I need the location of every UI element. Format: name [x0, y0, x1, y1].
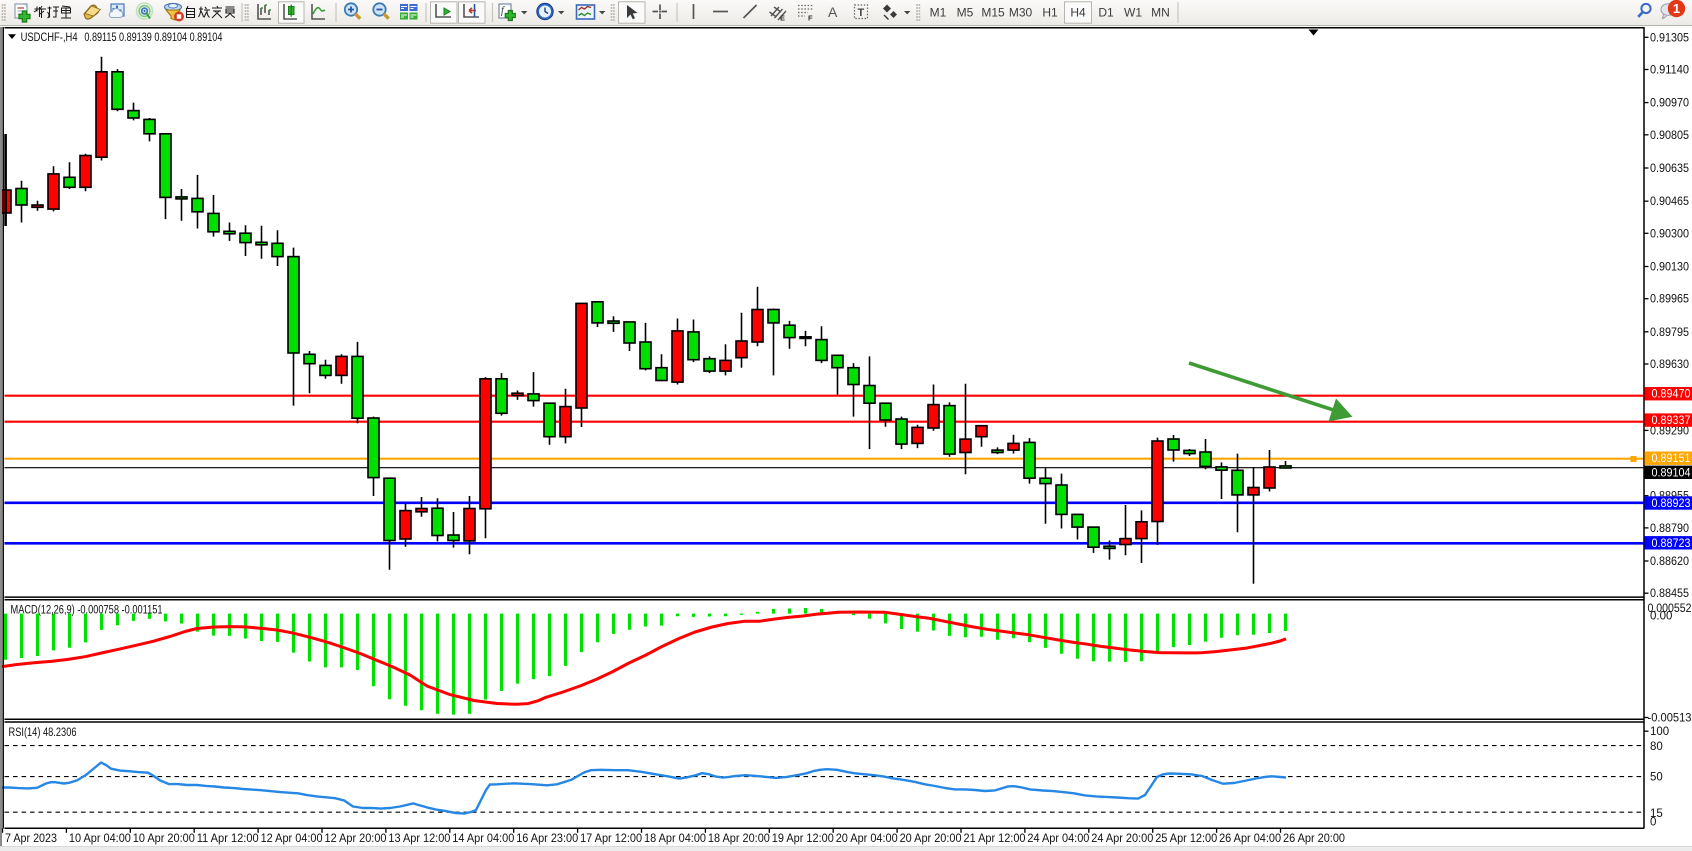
svg-text:19 Apr 12:00: 19 Apr 12:00 [772, 833, 834, 845]
svg-text:18 Apr 20:00: 18 Apr 20:00 [708, 833, 770, 845]
svg-text:M1: M1 [930, 5, 947, 19]
svg-text:0.89290: 0.89290 [1650, 425, 1689, 437]
svg-text:D1: D1 [1098, 5, 1114, 19]
svg-text:17 Apr 12:00: 17 Apr 12:00 [580, 833, 642, 845]
svg-text:20 Apr 20:00: 20 Apr 20:00 [900, 833, 962, 845]
svg-text:0.88455: 0.88455 [1650, 588, 1689, 600]
svg-text:11 Apr 12:00: 11 Apr 12:00 [197, 833, 259, 845]
svg-text:16 Apr 23:00: 16 Apr 23:00 [516, 833, 578, 845]
svg-text:0.88790: 0.88790 [1650, 523, 1689, 535]
svg-text:12 Apr 04:00: 12 Apr 04:00 [261, 833, 323, 845]
svg-text:0.91305: 0.91305 [1650, 32, 1689, 44]
svg-text:0.00: 0.00 [1650, 611, 1672, 623]
svg-text:USDCHF-,H4: USDCHF-,H4 [21, 30, 78, 44]
svg-text:0: 0 [1650, 817, 1656, 829]
svg-text:80: 80 [1650, 741, 1663, 753]
svg-text:0.90300: 0.90300 [1650, 228, 1689, 240]
svg-text:14 Apr 04:00: 14 Apr 04:00 [452, 833, 514, 845]
svg-text:W1: W1 [1124, 5, 1142, 19]
svg-text:0.88620: 0.88620 [1650, 556, 1689, 568]
svg-text:15: 15 [1650, 808, 1663, 820]
svg-text:0.000552: 0.000552 [1648, 603, 1692, 615]
svg-text:26 Apr 04:00: 26 Apr 04:00 [1219, 833, 1281, 845]
svg-text:10 Apr 20:00: 10 Apr 20:00 [133, 833, 195, 845]
svg-text:21 Apr 12:00: 21 Apr 12:00 [964, 833, 1026, 845]
svg-text:-0.00513: -0.00513 [1648, 713, 1692, 725]
svg-text:25 Apr 12:00: 25 Apr 12:00 [1155, 833, 1217, 845]
svg-text:13 Apr 12:00: 13 Apr 12:00 [388, 833, 450, 845]
svg-text:0.89470: 0.89470 [1652, 389, 1691, 401]
svg-text:26 Apr 20:00: 26 Apr 20:00 [1283, 833, 1345, 845]
svg-text:12 Apr 20:00: 12 Apr 20:00 [325, 833, 387, 845]
svg-text:24 Apr 20:00: 24 Apr 20:00 [1091, 833, 1153, 845]
svg-text:RSI(14) 48.2306: RSI(14) 48.2306 [9, 727, 77, 739]
svg-text:F: F [808, 14, 813, 23]
svg-text:H4: H4 [1070, 5, 1086, 19]
svg-text:M5: M5 [957, 5, 974, 19]
svg-text:20 Apr 04:00: 20 Apr 04:00 [836, 833, 898, 845]
svg-text:0.89337: 0.89337 [1652, 415, 1691, 427]
svg-text:50: 50 [1650, 772, 1663, 784]
svg-text:MACD(12,26,9) -0.000758 -0.001: MACD(12,26,9) -0.000758 -0.001151 [11, 605, 163, 617]
svg-text:0.91140: 0.91140 [1650, 65, 1689, 77]
svg-text:24 Apr 04:00: 24 Apr 04:00 [1027, 833, 1089, 845]
svg-text:0.90805: 0.90805 [1650, 130, 1689, 142]
svg-text:0.88723: 0.88723 [1652, 538, 1691, 550]
svg-text:100: 100 [1650, 726, 1669, 738]
svg-text:10 Apr 04:00: 10 Apr 04:00 [69, 833, 131, 845]
svg-text:0.90970: 0.90970 [1650, 98, 1689, 110]
svg-text:T: T [858, 7, 865, 19]
svg-text:E: E [780, 14, 785, 23]
svg-text:M15: M15 [981, 5, 1005, 19]
svg-text:H1: H1 [1042, 5, 1058, 19]
svg-text:MN: MN [1151, 5, 1170, 19]
svg-text:0.90465: 0.90465 [1650, 196, 1689, 208]
svg-text:0.89104: 0.89104 [1652, 467, 1692, 479]
svg-text:0.90635: 0.90635 [1650, 163, 1689, 175]
svg-text:1: 1 [1673, 1, 1680, 16]
svg-text:0.89115 0.89139 0.89104 0.8910: 0.89115 0.89139 0.89104 0.89104 [84, 30, 222, 44]
svg-text:7 Apr 2023: 7 Apr 2023 [5, 833, 57, 845]
svg-text:0.89795: 0.89795 [1650, 327, 1689, 339]
svg-text:0.89630: 0.89630 [1650, 359, 1689, 371]
svg-text:0.88923: 0.88923 [1652, 498, 1691, 510]
svg-text:0.89965: 0.89965 [1650, 294, 1689, 306]
svg-text:A: A [828, 4, 838, 20]
svg-text:M30: M30 [1009, 5, 1033, 19]
svg-text:0.90130: 0.90130 [1650, 262, 1689, 274]
svg-text:0.89151: 0.89151 [1652, 453, 1691, 465]
svg-text:18 Apr 04:00: 18 Apr 04:00 [644, 833, 706, 845]
svg-text:f: f [501, 6, 505, 17]
